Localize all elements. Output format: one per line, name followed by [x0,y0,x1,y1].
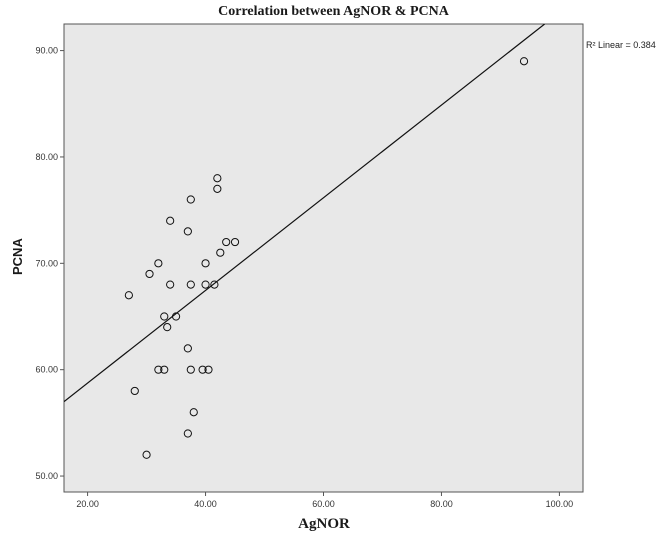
x-tick-label: 20.00 [76,499,99,509]
x-tick-label: 100.00 [546,499,574,509]
data-point [186,195,195,204]
regression-line [64,24,546,403]
data-point [166,280,175,289]
y-axis-ticks: 50.00 60.00 70.00 80.00 90.00 [35,46,64,481]
data-point [519,57,529,66]
data-point [222,237,231,247]
plot-content [64,24,546,459]
data-point [186,280,195,289]
data-point [186,365,195,374]
y-tick-label: 90.00 [35,46,58,56]
x-tick-label: 40.00 [194,499,217,509]
data-point [230,237,240,247]
data-point [163,323,172,332]
data-point [216,248,225,257]
data-point [210,280,219,289]
data-point [189,408,198,417]
data-point [213,174,222,183]
data-point [142,450,151,459]
data-point [201,259,210,268]
y-tick-label: 60.00 [35,365,58,375]
x-axis-label: AgNOR [298,516,350,532]
data-point [183,227,192,236]
x-tick-label: 60.00 [312,499,335,509]
data-point [160,365,169,374]
data-point [171,312,181,321]
data-points [124,57,529,459]
data-point [160,312,169,321]
data-point [166,216,175,225]
chart-title: Correlation between AgNOR & PCNA [218,4,449,19]
x-axis-ticks: 20.00 40.00 60.00 80.00 100.00 [76,492,573,509]
y-tick-label: 50.00 [35,471,58,481]
data-point [130,386,139,396]
x-tick-label: 80.00 [430,499,453,509]
data-point [154,259,163,268]
data-point [198,365,207,374]
data-point [154,365,163,374]
data-point [213,184,222,193]
r2-label: R² Linear = 0.384 [586,40,656,50]
y-tick-label: 80.00 [35,152,58,162]
data-point [201,280,210,289]
data-point [183,429,192,438]
data-point [145,269,154,279]
data-point [204,365,213,374]
y-tick-label: 70.00 [35,258,58,268]
data-point [124,291,133,300]
plot-area [63,23,584,493]
y-axis-label: PCNA [10,238,25,275]
data-point [183,344,192,353]
